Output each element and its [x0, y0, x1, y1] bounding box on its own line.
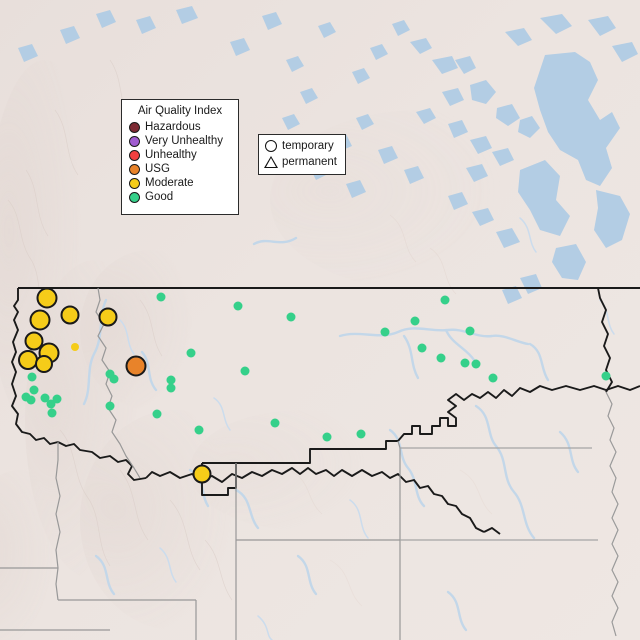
station-marker[interactable] — [27, 372, 37, 382]
legend-label-moderate: Moderate — [145, 176, 194, 189]
station-marker[interactable] — [152, 409, 162, 419]
station-marker[interactable] — [156, 292, 166, 302]
station-type-legend[interactable]: temporary permanent — [258, 134, 346, 175]
station-marker[interactable] — [105, 369, 115, 379]
station-marker[interactable] — [440, 295, 450, 305]
station-marker[interactable] — [417, 343, 427, 353]
legend-item-usg[interactable]: USG — [129, 162, 231, 176]
legend-item-hazardous[interactable]: Hazardous — [129, 120, 231, 134]
usg-swatch-icon — [129, 163, 140, 175]
station-marker[interactable] — [488, 373, 498, 383]
station-marker[interactable] — [29, 309, 51, 331]
hazardous-swatch-icon — [129, 121, 140, 133]
legend-item-moderate[interactable]: Moderate — [129, 176, 231, 190]
station-marker[interactable] — [166, 375, 176, 385]
station-marker[interactable] — [356, 429, 366, 439]
station-marker[interactable] — [21, 392, 31, 402]
aqi-legend[interactable]: Air Quality Index Hazardous Very Unhealt… — [121, 99, 239, 215]
triangle-icon — [264, 155, 279, 170]
station-marker[interactable] — [186, 348, 196, 358]
legend-label-permanent: permanent — [282, 156, 337, 168]
relief-texture — [7, 59, 493, 607]
station-marker[interactable] — [47, 408, 57, 418]
state-borders-minor — [0, 287, 619, 640]
station-marker[interactable] — [125, 355, 147, 377]
station-marker[interactable] — [380, 327, 390, 337]
legend-label-temporary: temporary — [282, 140, 334, 152]
circle-icon — [264, 139, 279, 154]
station-marker[interactable] — [60, 305, 80, 325]
station-marker[interactable] — [601, 371, 611, 381]
station-marker[interactable] — [471, 359, 481, 369]
legend-label-very-unhealthy: Very Unhealthy — [145, 134, 223, 147]
legend-item-very-unhealthy[interactable]: Very Unhealthy — [129, 134, 231, 148]
station-marker[interactable] — [36, 287, 58, 309]
station-marker[interactable] — [460, 358, 470, 368]
station-marker[interactable] — [194, 425, 204, 435]
legend-item-temporary[interactable]: temporary — [264, 138, 340, 154]
station-marker[interactable] — [410, 316, 420, 326]
station-marker[interactable] — [166, 383, 176, 393]
legend-label-good: Good — [145, 190, 174, 203]
station-marker[interactable] — [436, 353, 446, 363]
station-marker[interactable] — [465, 326, 475, 336]
station-marker[interactable] — [35, 355, 53, 373]
aqi-legend-title: Air Quality Index — [137, 105, 223, 117]
legend-label-unhealthy: Unhealthy — [145, 148, 197, 161]
station-marker[interactable] — [322, 432, 332, 442]
station-marker[interactable] — [105, 401, 115, 411]
station-marker[interactable] — [52, 394, 62, 404]
station-marker[interactable] — [109, 374, 119, 384]
station-marker[interactable] — [26, 395, 36, 405]
station-marker[interactable] — [29, 385, 39, 395]
water-bodies — [18, 6, 638, 304]
station-marker[interactable] — [192, 464, 212, 484]
legend-label-hazardous: Hazardous — [145, 120, 201, 133]
station-marker[interactable] — [286, 312, 296, 322]
legend-label-usg: USG — [145, 162, 170, 175]
legend-item-good[interactable]: Good — [129, 190, 231, 204]
station-marker[interactable] — [270, 418, 280, 428]
good-swatch-icon — [129, 191, 140, 203]
station-marker[interactable] — [71, 343, 79, 351]
legend-item-permanent[interactable]: permanent — [264, 154, 340, 170]
legend-item-unhealthy[interactable]: Unhealthy — [129, 148, 231, 162]
very-unhealthy-swatch-icon — [129, 135, 140, 147]
station-marker[interactable] — [98, 307, 118, 327]
unhealthy-swatch-icon — [129, 149, 140, 161]
station-marker[interactable] — [240, 366, 250, 376]
station-marker[interactable] — [40, 393, 50, 403]
station-marker[interactable] — [24, 331, 44, 351]
station-marker[interactable] — [233, 301, 243, 311]
moderate-swatch-icon — [129, 177, 140, 189]
station-marker[interactable] — [46, 399, 56, 409]
